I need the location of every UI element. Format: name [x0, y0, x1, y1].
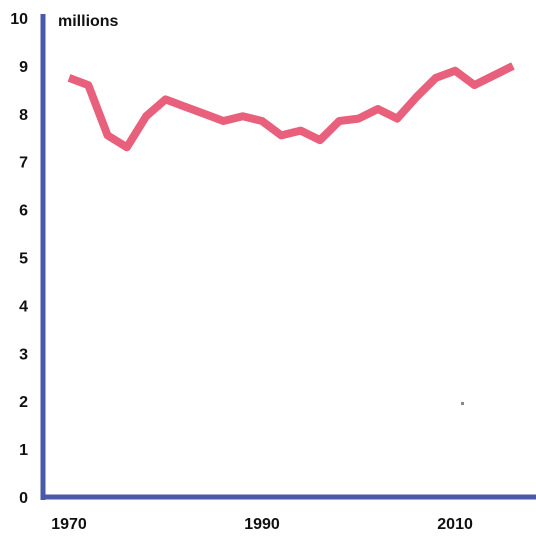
- x-tick-labels: 1970 1990 2010: [51, 516, 473, 533]
- x-tick-label: 1970: [51, 516, 87, 533]
- y-axis-unit-label: millions: [58, 13, 119, 30]
- y-tick-label: 0: [19, 490, 28, 507]
- y-tick-label: 3: [19, 346, 28, 363]
- y-tick-label: 9: [19, 59, 28, 76]
- stray-dot: [461, 402, 464, 405]
- y-tick-labels: 0 1 2 3 4 5 6 7 8 9 10: [10, 11, 28, 507]
- y-tick-label: 6: [19, 203, 28, 220]
- y-tick-label: 7: [19, 155, 28, 172]
- x-tick-label: 2010: [437, 516, 473, 533]
- series-group: [67, 62, 515, 152]
- x-tick-label: 1990: [244, 516, 280, 533]
- y-tick-label: 10: [10, 11, 28, 28]
- y-tick-label: 5: [19, 251, 28, 268]
- y-tick-label: 8: [19, 107, 28, 124]
- y-tick-label: 1: [19, 442, 28, 459]
- y-tick-label: 2: [19, 394, 28, 411]
- y-tick-label: 4: [19, 298, 28, 315]
- axes: [40, 14, 536, 500]
- series-line: [67, 62, 515, 152]
